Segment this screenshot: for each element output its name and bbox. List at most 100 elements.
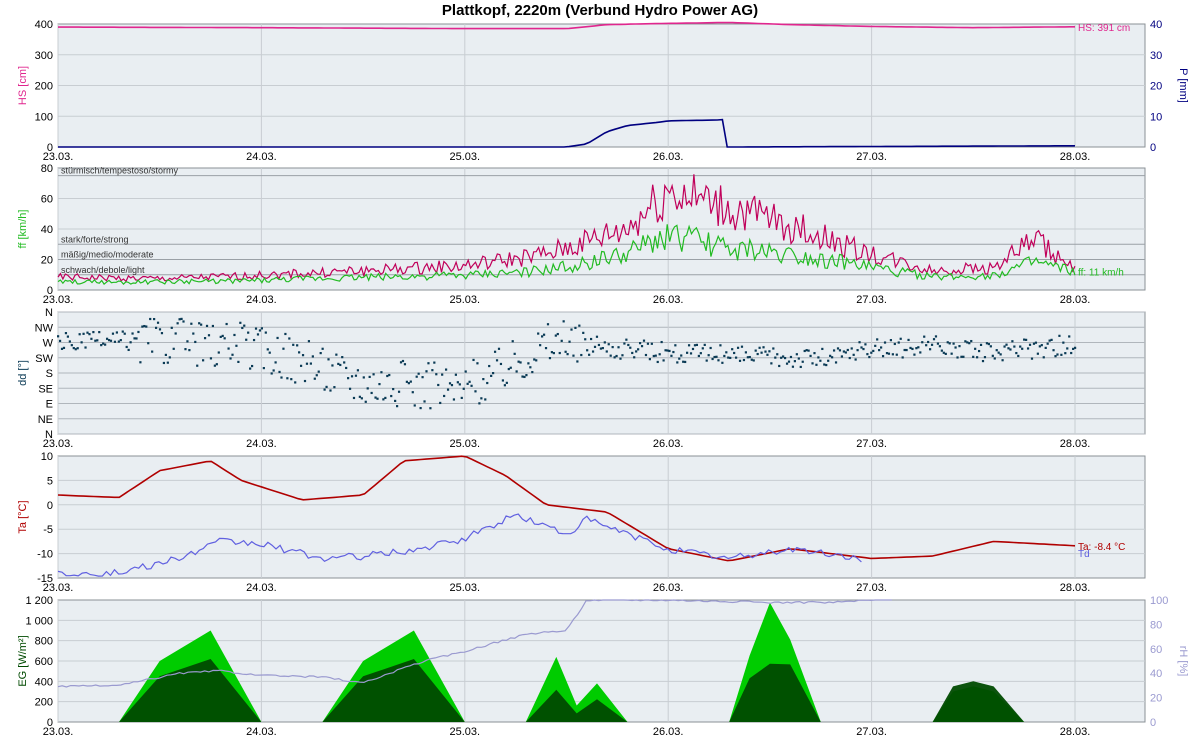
direction-point [880, 346, 883, 349]
direction-point [754, 349, 757, 352]
direction-point [345, 366, 348, 370]
direction-point [364, 400, 367, 403]
direction-point [887, 352, 891, 355]
snow-xtick-label: 27.03. [856, 151, 887, 163]
direction-point [770, 362, 773, 365]
direction-point [86, 331, 89, 334]
snow-ytick-label: 100 [35, 111, 53, 123]
direction-point [1009, 348, 1012, 351]
direction-point [566, 353, 569, 356]
wind-band-label: stark/forte/strong [61, 234, 129, 244]
direction-point [203, 337, 207, 340]
direction-point [396, 405, 399, 408]
direction-point [709, 346, 712, 350]
direction-point [495, 359, 499, 362]
direction-point [556, 332, 559, 336]
direction-point [819, 359, 822, 362]
direction-point [313, 377, 316, 380]
direction-point [72, 347, 75, 350]
direction-point [756, 352, 759, 356]
direction-point [58, 339, 62, 342]
direction-point [333, 386, 336, 389]
direction-point [872, 349, 875, 353]
direction-ytick-label: SE [38, 383, 53, 395]
direction-point [182, 320, 185, 323]
direction-point [211, 324, 215, 328]
direction-point [450, 383, 454, 387]
direction-point [301, 354, 305, 357]
direction-point [84, 346, 87, 349]
direction-point [811, 362, 814, 365]
direction-point [731, 348, 734, 351]
radiation-ytick-label: 400 [35, 676, 53, 688]
direction-point [858, 341, 861, 344]
direction-point [652, 354, 655, 358]
direction-point [164, 353, 167, 357]
direction-point [752, 359, 755, 362]
direction-point [237, 360, 240, 364]
direction-point [225, 322, 228, 326]
direction-point [613, 356, 616, 359]
direction-point [588, 353, 591, 356]
direction-point [831, 356, 834, 359]
direction-point [844, 351, 847, 354]
direction-point [836, 347, 840, 350]
direction-point [554, 334, 557, 337]
direction-point [249, 367, 252, 370]
direction-point [331, 364, 334, 367]
direction-point [476, 362, 479, 365]
direction-point [409, 380, 412, 383]
direction-point [909, 346, 912, 350]
direction-point [358, 395, 361, 398]
direction-point [162, 361, 166, 365]
direction-point [456, 381, 459, 384]
direction-point [145, 325, 148, 328]
radiation-xtick-label: 23.03. [43, 726, 74, 738]
wind-band-label: stürmisch/tempestoso/stormy [61, 166, 179, 176]
direction-point [96, 339, 99, 342]
direction-point [1044, 346, 1047, 349]
direction-point [795, 353, 798, 356]
direction-point [170, 326, 173, 329]
direction-point [952, 342, 955, 345]
direction-point [682, 360, 685, 363]
direction-point [1058, 334, 1061, 337]
direction-point [615, 354, 618, 358]
direction-point [901, 356, 904, 359]
direction-point [166, 361, 169, 364]
direction-point [723, 354, 726, 358]
direction-point [936, 342, 940, 345]
direction-point [184, 348, 187, 351]
direction-point [492, 372, 495, 375]
direction-point [229, 357, 232, 360]
snow-ytick-right-label: 20 [1150, 81, 1162, 93]
direction-point [1019, 345, 1022, 348]
direction-point [727, 356, 730, 359]
direction-point [486, 381, 489, 385]
direction-point [392, 388, 395, 391]
temperature-ytick-label: -15 [37, 573, 53, 585]
direction-point [705, 359, 708, 362]
direction-point [589, 337, 593, 341]
direction-point [298, 351, 301, 354]
direction-point [129, 341, 132, 344]
direction-point [881, 355, 885, 358]
direction-xtick-label: 24.03. [246, 438, 277, 450]
direction-point [329, 389, 332, 392]
direction-point [750, 358, 753, 361]
direction-point [213, 364, 216, 367]
direction-point [593, 345, 597, 348]
direction-point [664, 349, 667, 352]
direction-point [923, 335, 926, 338]
direction-point [448, 382, 452, 385]
direction-point [674, 344, 677, 347]
direction-point [111, 332, 115, 335]
direction-point [517, 360, 520, 363]
temperature-line-td [57, 513, 862, 577]
wind-xtick-label: 28.03. [1060, 294, 1091, 306]
radiation-ytick-label: 1 000 [25, 615, 53, 627]
snow-ytick-label: 400 [35, 19, 53, 31]
direction-point [895, 353, 898, 356]
direction-point [78, 333, 81, 336]
